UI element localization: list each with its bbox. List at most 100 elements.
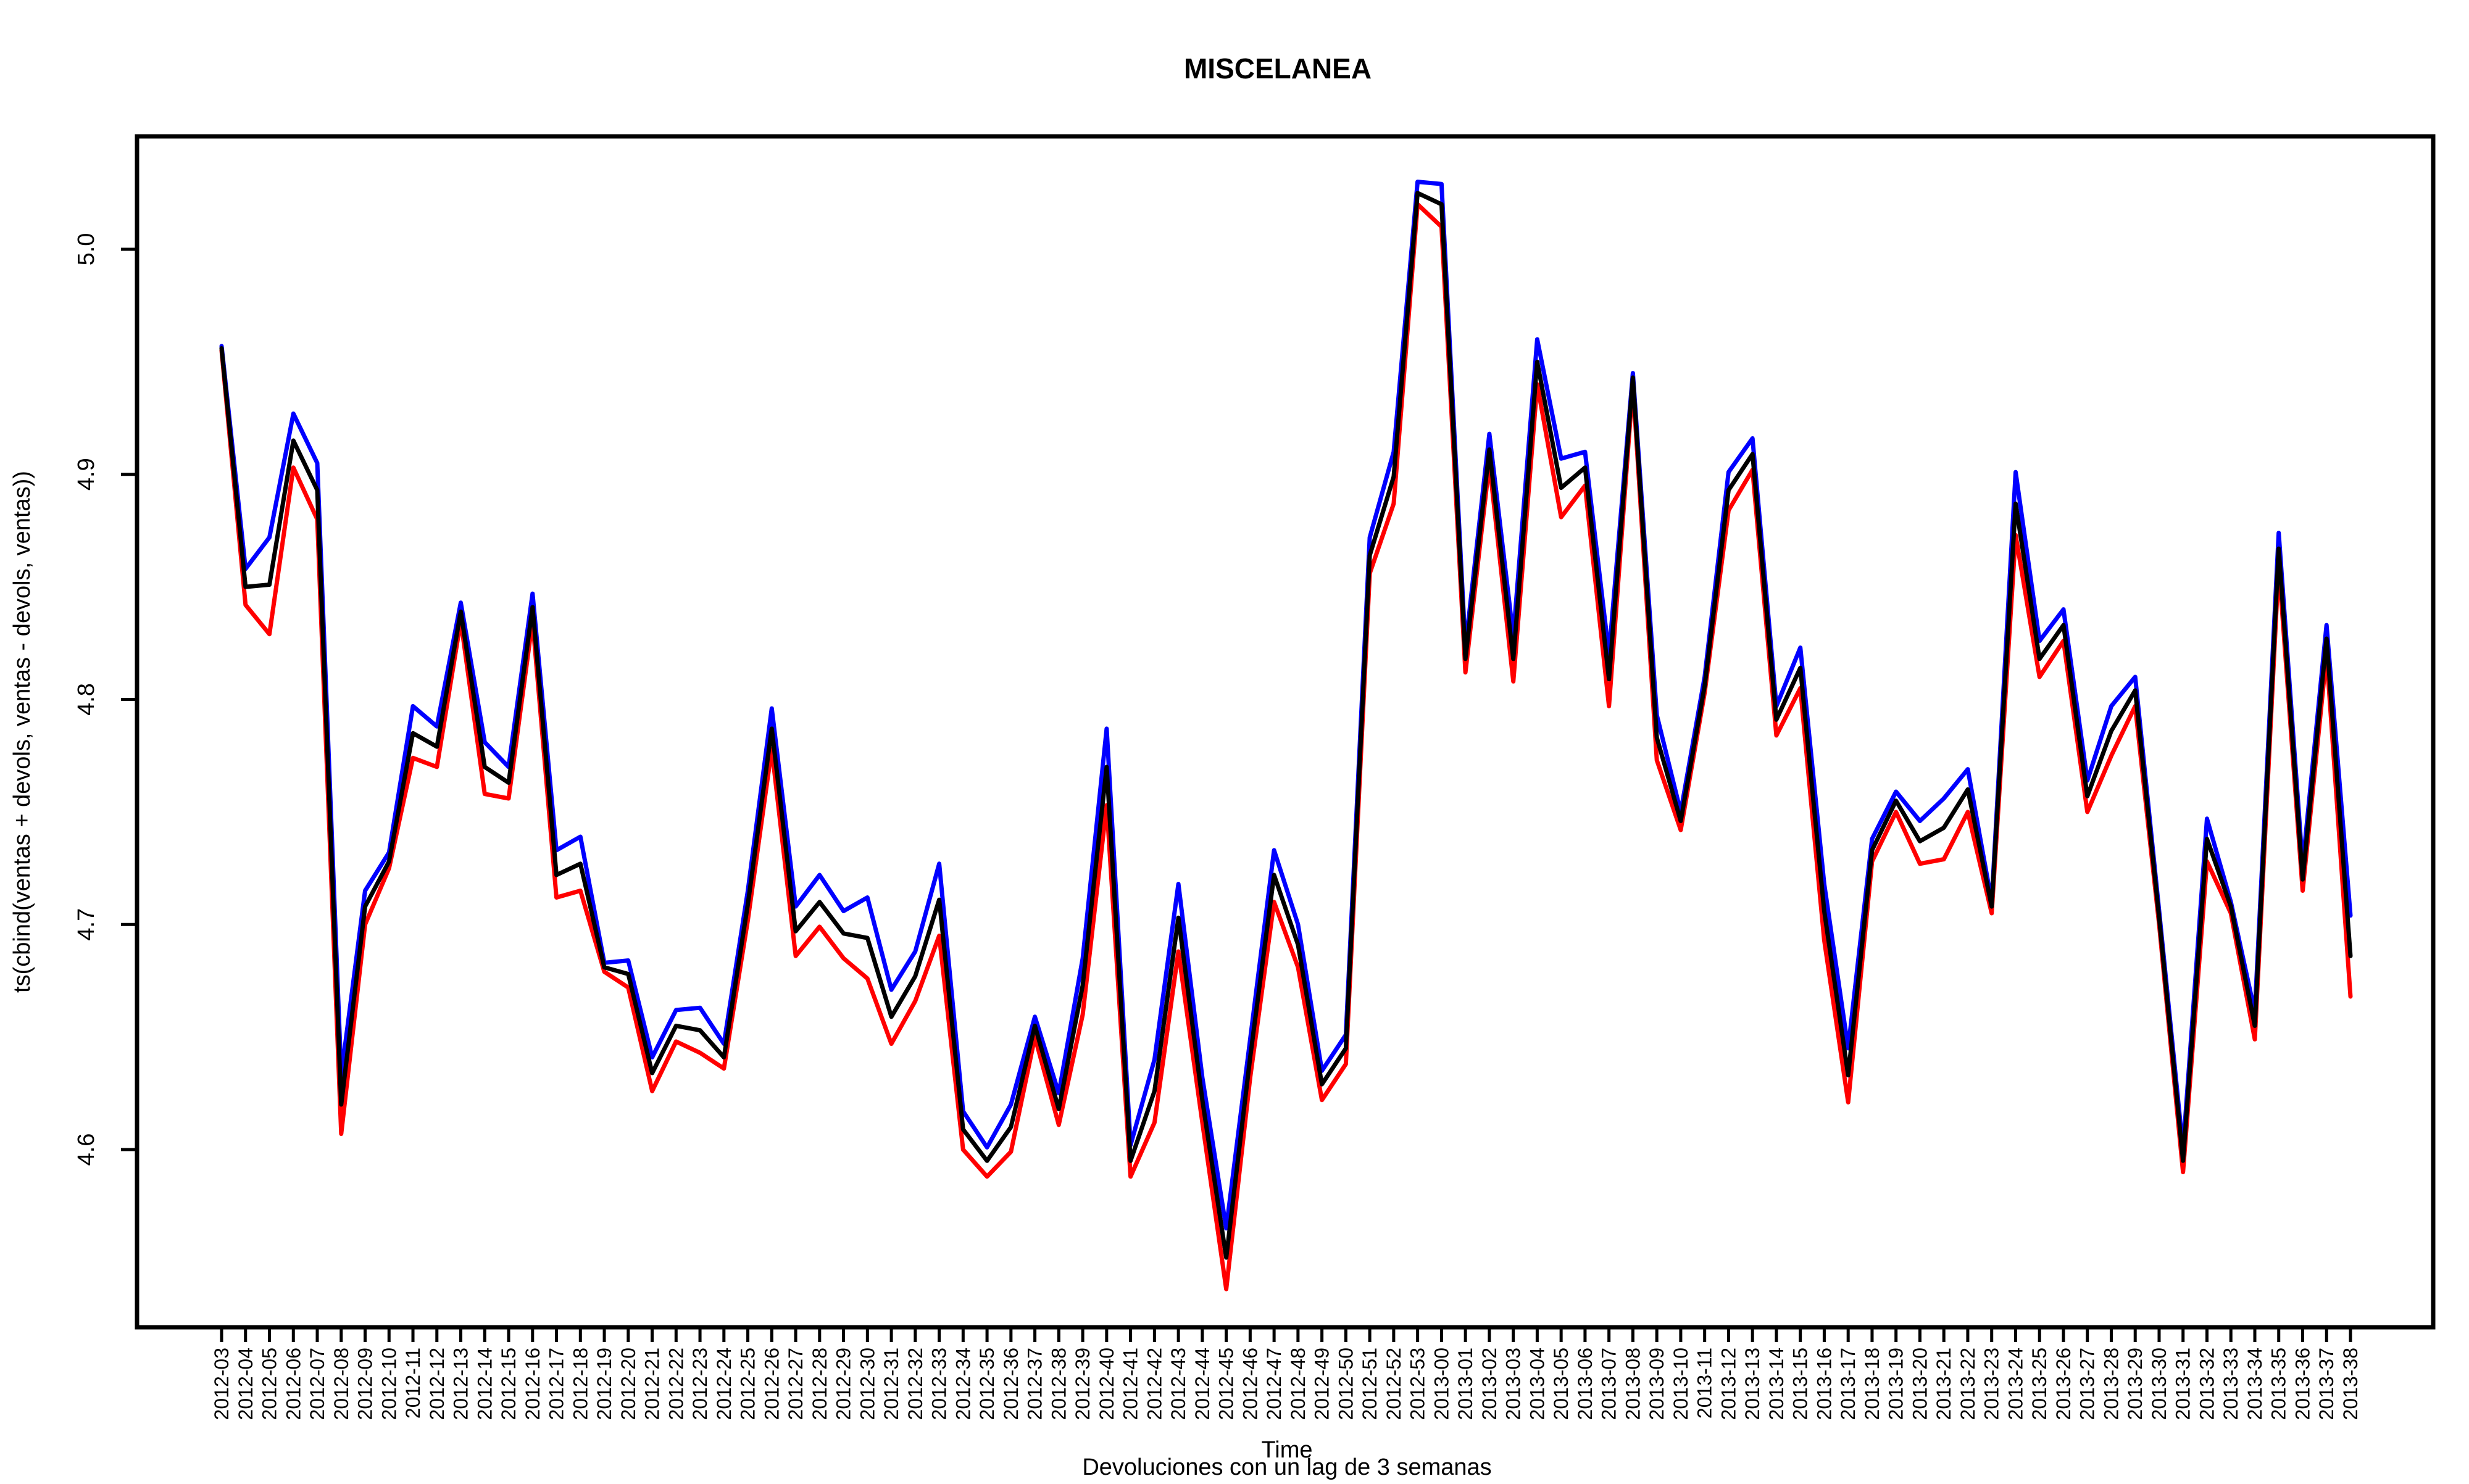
x-tick-label: 2013-08 — [1622, 1348, 1644, 1420]
x-tick-label: 2012-28 — [809, 1348, 831, 1420]
x-tick-label: 2012-29 — [833, 1348, 855, 1420]
series-layer — [219, 180, 2353, 1291]
x-tick-label: 2012-49 — [1311, 1348, 1333, 1420]
x-tick-label: 2012-43 — [1167, 1348, 1189, 1420]
x-tick-label: 2012-17 — [546, 1348, 568, 1420]
x-tick-label: 2012-52 — [1383, 1348, 1405, 1420]
x-tick-label: 2012-41 — [1120, 1348, 1142, 1420]
x-tick-label: 2013-35 — [2268, 1348, 2290, 1420]
x-tick-label: 2013-16 — [1813, 1348, 1835, 1420]
x-tick-label: 2013-07 — [1598, 1348, 1620, 1420]
x-tick-label: 2012-53 — [1407, 1348, 1429, 1420]
x-tick-label: 2013-37 — [2315, 1348, 2338, 1420]
x-tick-label: 2013-05 — [1550, 1348, 1572, 1420]
x-tick-label: 2012-13 — [450, 1348, 472, 1420]
x-tick-label: 2012-09 — [354, 1348, 377, 1420]
x-tick-label: 2013-03 — [1502, 1348, 1525, 1420]
x-tick-label: 2012-06 — [282, 1348, 304, 1420]
y-tick-label: 4.8 — [73, 683, 99, 716]
x-tick-label: 2013-17 — [1837, 1348, 1859, 1420]
x-tick-label: 2013-20 — [1909, 1348, 1931, 1420]
x-tick-label: 2012-47 — [1263, 1348, 1285, 1420]
x-tick-label: 2012-37 — [1024, 1348, 1046, 1420]
x-tick-label: 2013-29 — [2124, 1348, 2146, 1420]
x-tick-label: 2013-06 — [1574, 1348, 1596, 1420]
x-tick-label: 2012-36 — [1000, 1348, 1022, 1420]
x-tick-label: 2013-25 — [2028, 1348, 2051, 1420]
x-tick-label: 2012-42 — [1143, 1348, 1165, 1420]
x-tick-label: 2013-19 — [1885, 1348, 1907, 1420]
x-tick-label: 2013-00 — [1430, 1348, 1452, 1420]
x-tick-label: 2012-33 — [928, 1348, 951, 1420]
x-tick-label: 2012-45 — [1215, 1348, 1238, 1420]
x-tick-label: 2012-50 — [1334, 1348, 1357, 1420]
x-tick-label: 2012-24 — [713, 1348, 735, 1420]
x-tick-label: 2012-18 — [569, 1348, 591, 1420]
y-axis: 4.6 4.7 4.8 4.9 5.0 — [73, 233, 137, 1166]
x-tick-label: 2012-23 — [689, 1348, 711, 1420]
x-tick-label: 2012-14 — [473, 1348, 496, 1420]
x-tick-label: 2013-23 — [1981, 1348, 2003, 1420]
x-tick-label: 2013-32 — [2196, 1348, 2218, 1420]
x-tick-label: 2012-03 — [210, 1348, 233, 1420]
x-tick-label: 2012-31 — [880, 1348, 902, 1420]
y-tick-label: 5.0 — [73, 233, 99, 266]
y-tick-label: 4.9 — [73, 458, 99, 491]
x-tick-label: 2012-40 — [1096, 1348, 1118, 1420]
x-tick-label: 2013-36 — [2292, 1348, 2314, 1420]
x-tick-label: 2012-07 — [306, 1348, 328, 1420]
x-tick-label: 2013-10 — [1670, 1348, 1692, 1420]
x-tick-label: 2012-48 — [1287, 1348, 1309, 1420]
x-tick-label: 2013-21 — [1933, 1348, 1955, 1420]
x-tick-label: 2013-24 — [2005, 1348, 2027, 1420]
x-tick-label: 2012-19 — [593, 1348, 615, 1420]
x-tick-label: 2013-34 — [2244, 1348, 2266, 1420]
x-tick-label: 2013-31 — [2172, 1348, 2194, 1420]
x-tick-label: 2013-09 — [1646, 1348, 1668, 1420]
x-tick-label: 2012-15 — [498, 1348, 520, 1420]
x-tick-label: 2012-38 — [1047, 1348, 1070, 1420]
x-tick-label: 2013-14 — [1765, 1348, 1788, 1420]
x-tick-label: 2013-18 — [1861, 1348, 1883, 1420]
x-tick-label: 2012-51 — [1359, 1348, 1381, 1420]
x-tick-label: 2013-02 — [1478, 1348, 1501, 1420]
x-tick-label: 2012-16 — [522, 1348, 544, 1420]
x-tick-label: 2013-27 — [2076, 1348, 2099, 1420]
x-tick-label: 2012-05 — [259, 1348, 281, 1420]
x-tick-label: 2013-12 — [1717, 1348, 1739, 1420]
x-tick-label: 2012-27 — [785, 1348, 807, 1420]
x-tick-label: 2012-20 — [617, 1348, 639, 1420]
x-tick-label: 2012-21 — [641, 1348, 664, 1420]
chart-subtitle: Devoluciones con un lag de 3 semanas — [1082, 1454, 1491, 1480]
x-tick-label: 2012-44 — [1191, 1348, 1214, 1420]
x-axis-label: Time — [1261, 1437, 1312, 1463]
x-tick-label: 2012-22 — [665, 1348, 687, 1420]
x-tick-label: 2013-01 — [1454, 1348, 1476, 1420]
x-tick-label: 2012-35 — [976, 1348, 998, 1420]
x-tick-label: 2013-26 — [2052, 1348, 2075, 1420]
x-tick-label: 2012-30 — [856, 1348, 878, 1420]
x-tick-label: 2012-25 — [737, 1348, 759, 1420]
x-tick-label: 2013-22 — [1957, 1348, 1979, 1420]
series-line-3 — [219, 191, 2353, 1260]
y-tick-label: 4.6 — [73, 1134, 99, 1166]
y-axis-label: ts(cbind(ventas + devols, ventas - devol… — [9, 471, 35, 993]
x-tick-label: 2012-08 — [330, 1348, 352, 1420]
x-tick-label: 2012-46 — [1239, 1348, 1261, 1420]
x-tick-label: 2013-33 — [2220, 1348, 2242, 1420]
x-tick-label: 2013-15 — [1789, 1348, 1812, 1420]
x-tick-label: 2013-28 — [2101, 1348, 2123, 1420]
x-tick-label: 2012-32 — [904, 1348, 926, 1420]
x-tick-label: 2012-26 — [760, 1348, 783, 1420]
series-line-2 — [219, 202, 2353, 1291]
chart-title: MISCELANEA — [1184, 52, 1372, 85]
x-tick-label: 2012-04 — [235, 1348, 257, 1420]
x-tick-label: 2012-12 — [426, 1348, 448, 1420]
x-tick-label: 2013-30 — [2148, 1348, 2170, 1420]
y-tick-label: 4.7 — [73, 908, 99, 941]
x-axis: 2012-03 2012-04 2012-05 2012-06 2012-07 2012-… — [210, 1327, 2362, 1420]
x-tick-label: 2012-39 — [1072, 1348, 1094, 1420]
x-tick-label: 2013-13 — [1741, 1348, 1763, 1420]
